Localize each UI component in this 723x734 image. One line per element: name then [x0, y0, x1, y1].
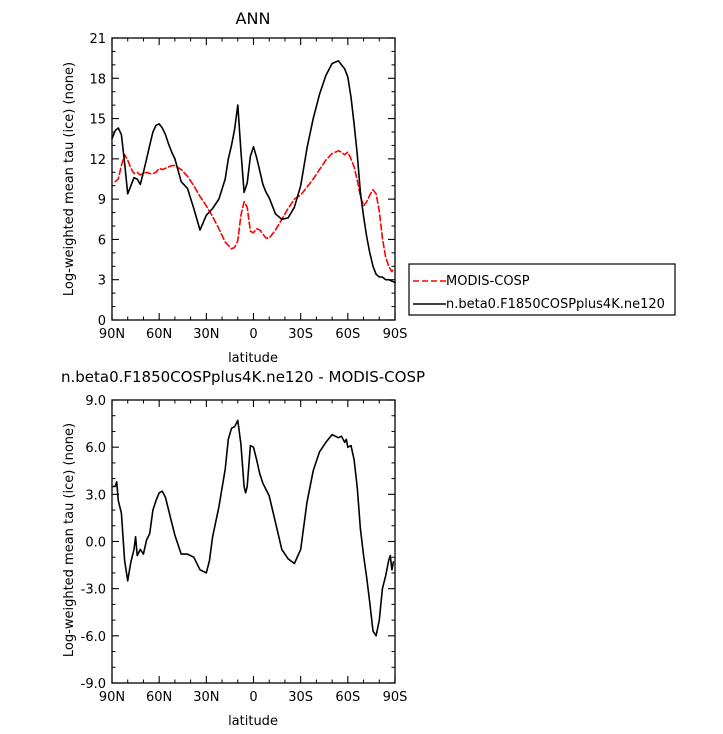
- legend-label-modis-cosp: MODIS-COSP: [446, 274, 530, 289]
- bottom-y-tick-label: 0.0: [85, 536, 106, 551]
- bottom-chart-lines: [111, 419, 395, 637]
- top-chart-ticks: 90N 60N 30N 0 30S 60S 90S 0 3 6 9 12 15 18 21: [89, 32, 407, 342]
- top-series-line-1: [111, 59, 396, 284]
- bottom-x-tick-label: 30N: [193, 690, 219, 705]
- top-y-tick-label: 18: [89, 72, 106, 87]
- top-y-tick-label: 21: [89, 32, 106, 47]
- bottom-x-tick-label: 60N: [146, 690, 172, 705]
- legend-box: [408, 263, 676, 316]
- bottom-chart-plot-frame: [111, 399, 396, 684]
- bottom-x-tick-label: 30S: [288, 690, 313, 705]
- top-chart-x-axis-label: latitude: [228, 351, 278, 366]
- top-x-tick-label: 30S: [288, 327, 313, 342]
- top-x-tick-label: 90S: [383, 327, 408, 342]
- bottom-x-tick-label: 90S: [383, 690, 408, 705]
- bottom-y-tick-label: 6.0: [85, 441, 106, 456]
- top-series-line-0: [114, 150, 395, 273]
- bottom-chart-y-axis-label: Log-weighted mean tau (ice) (none): [62, 423, 77, 657]
- bottom-y-tick-label: 3.0: [85, 488, 106, 503]
- top-y-tick-label: 3: [98, 274, 106, 289]
- bottom-x-tick-label: 0: [249, 690, 257, 705]
- bottom-x-tick-label: 60S: [335, 690, 360, 705]
- legend: MODIS-COSP n.beta0.F1850COSPplus4K.ne120: [408, 263, 676, 316]
- bottom-series-line-0: [111, 419, 395, 637]
- top-chart-lines: [111, 59, 396, 284]
- top-chart-title: ANN: [236, 9, 271, 28]
- top-y-tick-label: 0: [98, 314, 106, 329]
- top-y-tick-label: 6: [98, 233, 106, 248]
- bottom-chart-title: n.beta0.F1850COSPplus4K.ne120 - MODIS-CO…: [61, 368, 425, 386]
- top-x-tick-label: 30N: [193, 327, 219, 342]
- bottom-y-tick-label: 9.0: [85, 394, 106, 409]
- top-chart-plot-frame: [111, 37, 396, 321]
- bottom-x-tick-label: 90N: [99, 690, 125, 705]
- top-chart-y-axis-label: Log-weighted mean tau (ice) (none): [62, 62, 77, 296]
- bottom-y-tick-label: -9.0: [81, 677, 106, 692]
- top-y-tick-label: 9: [98, 193, 106, 208]
- top-x-tick-label: 60S: [335, 327, 360, 342]
- bottom-y-tick-label: -6.0: [81, 630, 106, 645]
- bottom-y-tick-label: -3.0: [81, 583, 106, 598]
- legend-label-model: n.beta0.F1850COSPplus4K.ne120: [446, 297, 665, 312]
- top-x-tick-label: 90N: [99, 327, 125, 342]
- bottom-chart-x-axis-label: latitude: [228, 714, 278, 729]
- bottom-chart-panel: n.beta0.F1850COSPplus4K.ne120 - MODIS-CO…: [61, 368, 425, 729]
- top-x-tick-label: 60N: [146, 327, 172, 342]
- bottom-chart-ticks: 90N 60N 30N 0 30S 60S 90S -9.0 -6.0 -3.0 0.0 3.0 6.0…: [81, 394, 408, 705]
- top-chart-panel: ANN Log-weighted mean tau (ice) (none) l…: [62, 9, 407, 366]
- top-y-tick-label: 12: [89, 153, 106, 168]
- top-y-tick-label: 15: [89, 113, 106, 128]
- top-x-tick-label: 0: [249, 327, 257, 342]
